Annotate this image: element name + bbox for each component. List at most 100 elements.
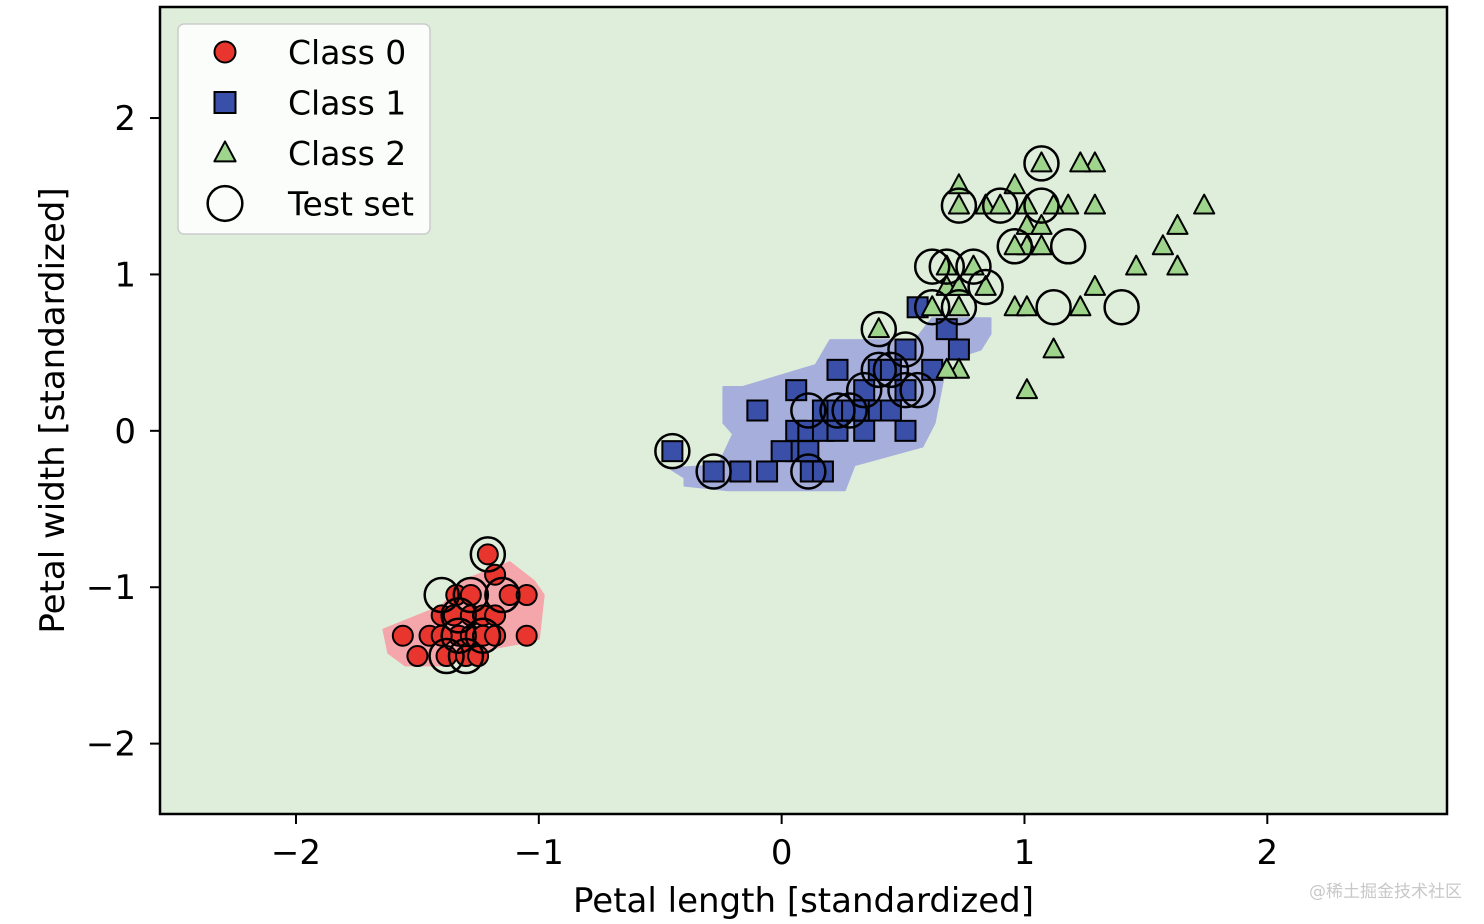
series-class-2 — [867, 151, 1216, 400]
test-set-ring — [955, 248, 992, 285]
data-point — [894, 338, 917, 361]
plot-frame — [158, 5, 1449, 816]
data-point — [826, 358, 849, 381]
test-set-ring — [845, 371, 883, 409]
legend-marker-square — [213, 91, 237, 114]
test-set-ring — [860, 351, 898, 389]
series-test-set — [423, 145, 1140, 675]
data-point — [1166, 254, 1189, 276]
data-point — [391, 624, 414, 647]
test-set-ring — [872, 351, 910, 389]
data-point — [770, 440, 793, 463]
data-point — [894, 419, 917, 442]
test-set-ring — [1049, 228, 1087, 265]
test-set-ring — [899, 371, 936, 409]
test-set-ring — [654, 432, 691, 470]
test-set-ring — [1035, 289, 1072, 326]
data-point — [1003, 234, 1026, 256]
data-point — [756, 460, 779, 483]
data-point — [947, 193, 971, 215]
x-tick-label: 1 — [1014, 833, 1036, 873]
data-point — [406, 645, 429, 668]
test-set-ring — [913, 289, 951, 326]
legend-box — [177, 23, 431, 235]
test-set-ring — [1023, 187, 1060, 224]
test-set-ring — [996, 228, 1034, 265]
data-point — [947, 295, 971, 317]
legend: Class 0 Class 1 Class 2 Test set — [177, 23, 431, 235]
data-point — [1083, 151, 1107, 173]
data-point — [1057, 193, 1080, 215]
y-tick-label: 1 — [114, 255, 136, 295]
test-set-ring — [860, 310, 898, 348]
data-point — [476, 543, 499, 566]
legend-marker-open-circle — [206, 184, 244, 223]
x-tick-label: 0 — [771, 833, 793, 873]
x-tick-label: −2 — [271, 833, 321, 873]
data-point — [484, 563, 507, 586]
y-tick-label: −2 — [86, 725, 136, 765]
data-point — [729, 460, 752, 483]
data-point — [1003, 173, 1026, 195]
test-set-ring — [887, 371, 924, 409]
x-tick-label: 2 — [1256, 833, 1278, 873]
data-point — [853, 379, 876, 402]
data-point — [1193, 193, 1216, 215]
test-set-ring — [913, 248, 951, 285]
data-point — [1030, 213, 1053, 235]
legend-label: Class 0 — [288, 33, 406, 72]
test-set-ring — [790, 392, 827, 429]
test-set-ring — [967, 268, 1004, 306]
legend-label: Class 2 — [288, 134, 406, 173]
data-point — [1083, 274, 1107, 296]
data-point — [867, 317, 890, 339]
test-set-ring — [940, 289, 978, 326]
data-point — [894, 379, 917, 402]
data-point — [921, 295, 944, 317]
test-set-ring — [452, 576, 490, 614]
test-set-ring — [887, 331, 924, 368]
data-point — [879, 358, 902, 381]
data-point — [1030, 151, 1053, 173]
y-axis-label: Petal width [standardized] — [33, 187, 73, 633]
test-set-ring — [695, 453, 732, 490]
test-set-ring — [469, 536, 507, 573]
data-point — [974, 274, 997, 296]
y-tick-label: −1 — [86, 568, 136, 608]
test-set-ring — [440, 597, 477, 634]
test-set-ring — [928, 248, 966, 285]
data-point — [1083, 193, 1107, 215]
test-set-ring — [428, 637, 465, 675]
data-point — [702, 460, 725, 483]
y-tick-label: 0 — [114, 412, 136, 452]
watermark: @稀土掘金技术社区 — [1309, 882, 1462, 902]
data-point — [484, 624, 507, 647]
test-set-ring — [447, 637, 485, 675]
data-point — [853, 419, 876, 442]
data-point — [989, 193, 1012, 215]
data-point — [797, 440, 820, 463]
legend-marker-circle — [213, 40, 237, 64]
data-point — [947, 338, 970, 361]
test-set-ring — [790, 453, 827, 490]
test-set-ring — [819, 392, 856, 429]
data-point — [746, 399, 769, 422]
legend-label: Class 1 — [288, 84, 406, 123]
test-set-ring — [940, 187, 978, 224]
test-set-ring — [1103, 289, 1140, 326]
test-set-ring — [1023, 145, 1060, 182]
y-tick-label: 2 — [114, 99, 136, 139]
data-point — [515, 624, 538, 647]
data-point — [661, 440, 684, 463]
data-point — [1042, 337, 1065, 359]
data-point — [1015, 295, 1039, 317]
series-class-0 — [391, 543, 538, 668]
test-set-ring — [981, 187, 1019, 224]
data-point — [1015, 378, 1039, 400]
data-point — [1069, 295, 1092, 317]
data-point — [1069, 151, 1092, 173]
test-set-ring — [440, 617, 477, 654]
data-point — [1030, 234, 1053, 256]
data-point — [515, 584, 538, 607]
